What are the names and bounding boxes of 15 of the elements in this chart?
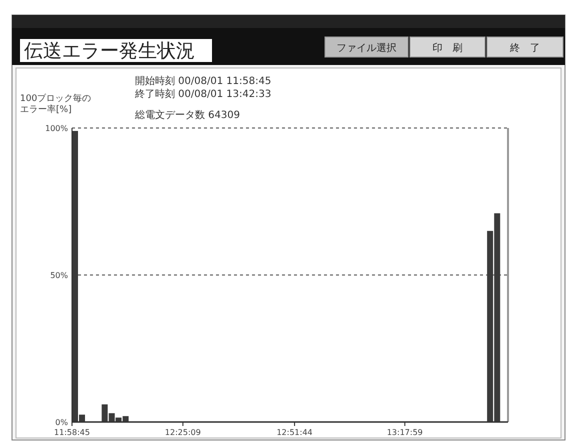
x-tick-label: 12:51:44	[276, 428, 313, 437]
y-axis-title: 100ブロック毎のエラー率[%]	[20, 93, 92, 115]
text: 終 了	[509, 42, 540, 54]
text: 印 刷	[432, 42, 462, 54]
chart-title: 伝送エラー発生状況	[24, 40, 195, 62]
text: 総電文データ数 64309	[134, 109, 240, 121]
x-tick-label: 12:25:09	[164, 428, 201, 437]
y-tick-label: 0%	[55, 418, 68, 427]
text: ファイル選択	[336, 42, 396, 54]
text: 開始時刻 00/08/01 11:58:45	[135, 75, 272, 87]
x-tick-label: 13:17:59	[386, 428, 423, 437]
x-tick-label: 11:58:45	[54, 428, 90, 437]
y-tick-label: 100%	[45, 124, 68, 133]
y-tick-label: 50%	[50, 271, 68, 280]
text: 終了時刻 00/08/01 13:42:33	[134, 88, 272, 100]
